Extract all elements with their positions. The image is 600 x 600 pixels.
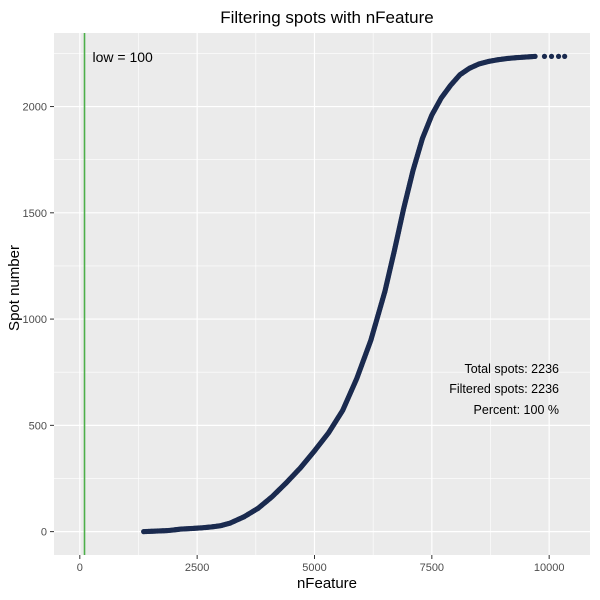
x-tick-label: 2500 [185, 562, 209, 574]
data-point [532, 53, 538, 59]
data-point [555, 53, 562, 59]
y-tick-label: 2000 [23, 102, 47, 114]
annotation-filtered-spots: Filtered spots: 2236 [449, 382, 559, 396]
y-axis-ticks: 0 500 1000 1500 2000 [23, 102, 54, 539]
y-tick-label: 1500 [23, 208, 47, 220]
x-axis-ticks: 0 2500 5000 7500 10000 [77, 555, 565, 574]
major-gridlines [54, 33, 590, 555]
threshold-label: low = 100 [93, 49, 154, 65]
annotation-percent: Percent: 100 % [474, 403, 559, 417]
y-axis-label: Spot number [6, 245, 23, 331]
data-point [541, 53, 548, 59]
annotation-total-spots: Total spots: 2236 [464, 362, 559, 376]
y-tick-label: 500 [29, 420, 47, 432]
x-tick-label: 5000 [302, 562, 326, 574]
y-tick-label: 0 [41, 527, 47, 539]
data-points [141, 53, 568, 535]
x-tick-label: 7500 [420, 562, 444, 574]
y-tick-label: 1000 [23, 314, 47, 326]
x-tick-label: 0 [77, 562, 83, 574]
plot-panel [54, 33, 590, 555]
data-point [548, 53, 555, 59]
x-axis-label: nFeature [297, 575, 357, 592]
chart-title: Filtering spots with nFeature [220, 8, 434, 27]
x-tick-label: 10000 [534, 562, 565, 574]
data-point [562, 53, 568, 59]
minor-gridlines [54, 33, 590, 555]
